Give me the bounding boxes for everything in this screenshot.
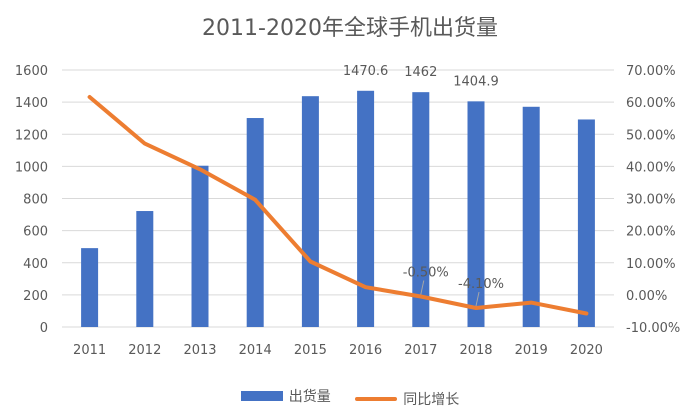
bar	[191, 165, 209, 327]
x-tick-label: 2011	[73, 343, 106, 358]
x-tick-label: 2018	[459, 343, 492, 358]
y-right-tick-label: 0.00%	[626, 289, 667, 304]
legend: 出货量 同比增长	[0, 386, 700, 409]
y-left-tick-label: 1600	[15, 64, 48, 79]
y-right-tick-label: 20.00%	[626, 225, 676, 240]
bar	[246, 118, 264, 327]
y-axis-left: 0 200 400 600 800 1000 1200 1400 1600	[15, 64, 48, 336]
leader-line	[420, 280, 425, 295]
legend-swatch-bar	[240, 391, 283, 401]
line-data-label: -4.10%	[458, 277, 504, 292]
bar-data-label: 1470.6	[343, 64, 389, 79]
bar-series	[81, 90, 595, 327]
legend-item-growth[interactable]: 同比增长	[355, 389, 459, 409]
y-right-tick-label: 40.00%	[626, 160, 676, 175]
bar	[81, 248, 99, 327]
bar-data-label: 1462	[404, 65, 437, 80]
leader-line	[475, 291, 480, 307]
line-data-label: -0.50%	[403, 265, 449, 280]
bar	[412, 92, 430, 327]
bar	[301, 96, 319, 327]
x-tick-label: 2020	[570, 343, 603, 358]
legend-label-shipments: 出货量	[288, 389, 331, 405]
legend-label-growth: 同比增长	[403, 392, 460, 408]
y-right-tick-label: 60.00%	[626, 96, 676, 111]
y-left-tick-label: 800	[23, 193, 48, 208]
gridlines	[62, 69, 614, 328]
x-axis: 2011 2012 2013 2014 2015 2016 2017 2018 2019 2020	[73, 343, 603, 358]
line-series	[87, 95, 589, 316]
chart-title: 2011-2020年全球手机出货量	[202, 16, 498, 41]
legend-item-shipments[interactable]: 出货量	[240, 386, 331, 406]
y-right-tick-label: 30.00%	[626, 193, 676, 208]
bar	[467, 101, 485, 327]
x-tick-label: 2014	[239, 343, 272, 358]
x-tick-label: 2017	[404, 343, 437, 358]
y-left-tick-label: 1000	[15, 160, 48, 175]
bar	[136, 211, 154, 327]
y-right-tick-label: 50.00%	[626, 128, 676, 143]
y-left-tick-label: 0	[40, 321, 48, 336]
y-left-tick-label: 600	[23, 225, 48, 240]
x-tick-label: 2013	[183, 343, 216, 358]
y-axis-right: -10.00% 0.00% 10.00% 20.00% 30.00% 40.00% 50.0…	[626, 64, 680, 336]
bar	[577, 119, 595, 327]
y-right-tick-label: -10.00%	[626, 321, 680, 336]
x-tick-label: 2016	[349, 343, 382, 358]
bar-data-label: 1404.9	[453, 74, 499, 89]
growth-line	[87, 95, 589, 316]
y-right-tick-label: 70.00%	[626, 64, 676, 79]
y-left-tick-label: 200	[23, 289, 48, 304]
y-left-tick-label: 400	[23, 257, 48, 272]
legend-swatch-line	[355, 397, 398, 401]
x-tick-label: 2019	[515, 343, 548, 358]
bar	[357, 90, 375, 327]
bar	[522, 106, 540, 327]
x-tick-label: 2015	[294, 343, 327, 358]
data-labels: 1470.6 1462 1404.9 -0.50% -4.10%	[343, 64, 504, 307]
y-left-tick-label: 1400	[15, 96, 48, 111]
y-left-tick-label: 1200	[15, 128, 48, 143]
y-right-tick-label: 10.00%	[626, 257, 676, 272]
x-tick-label: 2012	[128, 343, 161, 358]
